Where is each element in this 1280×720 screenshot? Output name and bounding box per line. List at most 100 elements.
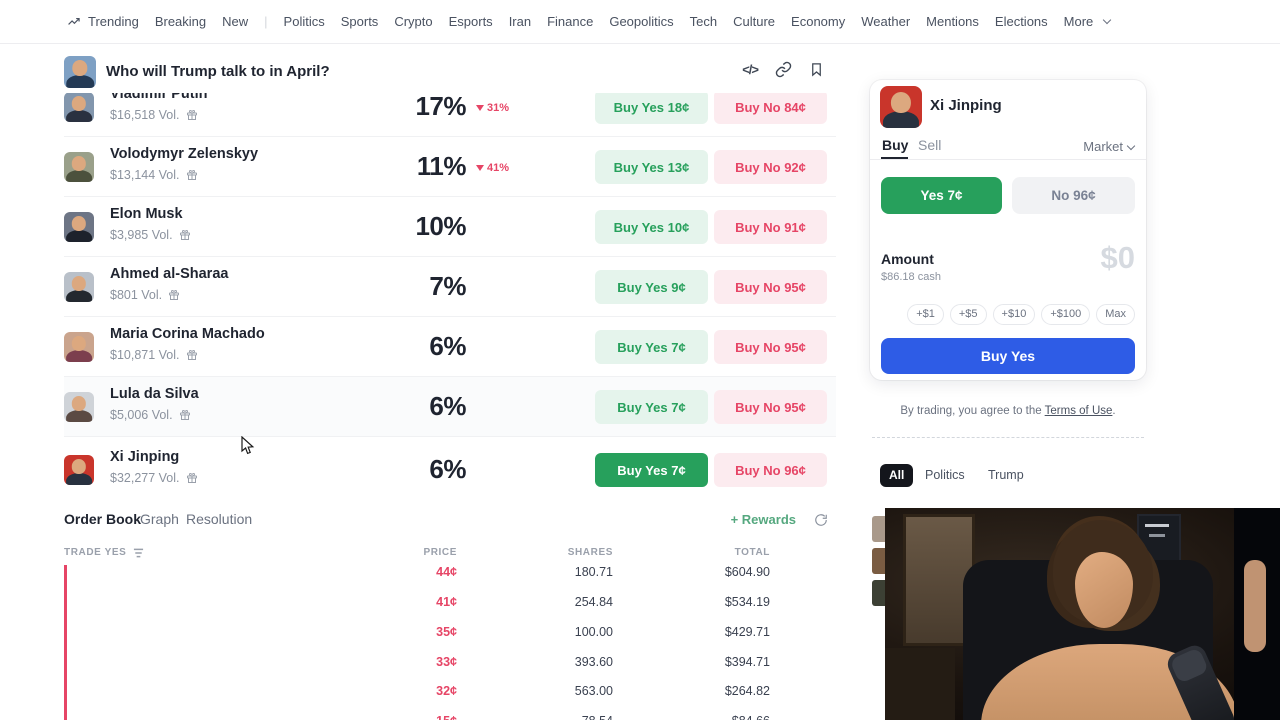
buy-yes-button[interactable]: Buy Yes 18¢: [595, 90, 708, 124]
outcome-volume: $3,985 Vol.: [110, 228, 191, 242]
gift-icon: [179, 229, 190, 240]
nav-item-culture[interactable]: Culture: [733, 14, 776, 29]
tab-sell[interactable]: Sell: [918, 137, 942, 153]
outcome-probability: 6%: [429, 331, 466, 361]
bookmark-icon[interactable]: [809, 61, 824, 78]
top-navigation: Trending Breaking New | Politics Sports …: [0, 0, 1280, 44]
outcome-row-lula[interactable]: Lula da Silva $5,006 Vol. 6% Buy Yes 7¢ …: [64, 377, 836, 437]
nav-item-weather[interactable]: Weather: [861, 14, 911, 29]
add-100-button[interactable]: +$100: [1041, 304, 1091, 325]
nav-item-tech[interactable]: Tech: [689, 14, 718, 29]
buy-no-button[interactable]: Buy No 96¢: [714, 453, 827, 487]
buy-yes-cta-button[interactable]: Buy Yes: [881, 338, 1135, 374]
amount-input[interactable]: $0: [1100, 240, 1135, 275]
link-icon[interactable]: [775, 61, 792, 78]
orderbook-row[interactable]: 33¢ 393.60 $394.71: [436, 655, 770, 669]
buy-yes-button[interactable]: Buy Yes 10¢: [595, 210, 708, 244]
outcome-volume: $32,277 Vol.: [110, 471, 198, 485]
outcome-avatar: [64, 212, 94, 242]
nav-item-finance[interactable]: Finance: [547, 14, 594, 29]
buy-no-button[interactable]: Buy No 95¢: [714, 390, 827, 424]
outcome-row-musk[interactable]: Elon Musk $3,985 Vol. 10% Buy Yes 10¢ Bu…: [64, 197, 836, 257]
nav-item-trending[interactable]: Trending: [68, 14, 139, 29]
outcome-name: Lula da Silva: [110, 386, 199, 402]
nav-item-esports[interactable]: Esports: [448, 14, 493, 29]
filter-icon[interactable]: [133, 548, 144, 558]
buy-no-button[interactable]: Buy No 95¢: [714, 270, 827, 304]
orderbook-row[interactable]: 32¢ 563.00 $264.82: [436, 684, 770, 698]
probability-change: 31%: [476, 102, 509, 114]
outcome-name: Ahmed al-Sharaa: [110, 266, 229, 282]
down-arrow-icon: [476, 105, 484, 111]
orderbook-row[interactable]: 44¢ 180.71 $604.90: [436, 565, 770, 579]
market-order-dropdown[interactable]: Market: [1083, 139, 1136, 154]
cash-balance: $86.18 cash: [881, 271, 941, 283]
nav-item-mentions[interactable]: Mentions: [926, 14, 979, 29]
outcome-avatar: [64, 332, 94, 362]
filter-tag-all[interactable]: All: [880, 464, 914, 487]
filter-tag-politics[interactable]: Politics: [925, 468, 965, 482]
nav-item-politics[interactable]: Politics: [283, 14, 325, 29]
buy-no-button[interactable]: Buy No 95¢: [714, 330, 827, 364]
gift-icon: [186, 109, 197, 120]
embed-icon[interactable]: </>: [742, 62, 759, 77]
chevron-down-icon: [1103, 15, 1112, 24]
market-title: Who will Trump talk to in April?: [106, 63, 330, 80]
buy-no-button[interactable]: Buy No 92¢: [714, 150, 827, 184]
nav-item-new[interactable]: New: [222, 14, 249, 29]
buy-yes-button[interactable]: Buy Yes 13¢: [595, 150, 708, 184]
max-button[interactable]: Max: [1096, 304, 1135, 325]
webcam-video[interactable]: [885, 508, 1280, 720]
outcome-probability: 7%: [429, 271, 466, 301]
outcome-avatar: [64, 92, 94, 122]
tab-resolution[interactable]: Resolution: [186, 511, 253, 527]
buy-no-button[interactable]: Buy No 91¢: [714, 210, 827, 244]
tabs-divider: [870, 159, 1146, 160]
yes-price-button[interactable]: Yes 7¢: [881, 177, 1002, 214]
trade-panel-title: Xi Jinping: [930, 97, 1002, 114]
buy-yes-button[interactable]: Buy Yes 7¢: [595, 390, 708, 424]
nav-item-crypto[interactable]: Crypto: [394, 14, 433, 29]
filter-tag-trump[interactable]: Trump: [988, 468, 1024, 482]
market-header: Who will Trump talk to in April? </>: [64, 50, 836, 93]
tab-graph[interactable]: Graph: [140, 511, 179, 527]
streamer-face: [1075, 552, 1133, 628]
add-5-button[interactable]: +$5: [949, 304, 987, 325]
nav-more-dropdown[interactable]: More: [1064, 14, 1112, 29]
nav-item-elections[interactable]: Elections: [994, 14, 1048, 29]
outcome-row-xi[interactable]: Xi Jinping $32,277 Vol. 6% Buy Yes 7¢ Bu…: [64, 440, 836, 500]
orderbook-row[interactable]: 15¢78.54$84.66: [64, 707, 836, 720]
refresh-icon[interactable]: [814, 513, 828, 527]
orderbook-body: 44¢ 180.71 $604.90 41¢ 254.84 $534.19 35¢ 100…: [64, 565, 836, 720]
nav-item-economy[interactable]: Economy: [791, 14, 846, 29]
nav-item-geopolitics[interactable]: Geopolitics: [609, 14, 674, 29]
buy-yes-button-selected[interactable]: Buy Yes 7¢: [595, 453, 708, 487]
nav-item-breaking[interactable]: Breaking: [154, 14, 207, 29]
tab-order-book[interactable]: Order Book: [64, 511, 142, 527]
outcome-row-sharaa[interactable]: Ahmed al-Sharaa $801 Vol. 7% Buy Yes 9¢ …: [64, 257, 836, 317]
terms-of-use-link[interactable]: Terms of Use: [1044, 405, 1113, 417]
no-price-button[interactable]: No 96¢: [1012, 177, 1135, 214]
buy-yes-button[interactable]: Buy Yes 7¢: [595, 330, 708, 364]
buy-yes-button[interactable]: Buy Yes 9¢: [595, 270, 708, 304]
trade-yes-header: TRADE YES: [64, 547, 127, 558]
down-arrow-icon: [476, 165, 484, 171]
mouse-cursor: [241, 436, 255, 455]
buy-no-button[interactable]: Buy No 84¢: [714, 90, 827, 124]
orderbook-row[interactable]: 35¢ 100.00 $429.71: [436, 625, 770, 639]
outcome-row-machado[interactable]: Maria Corina Machado $10,871 Vol. 6% Buy…: [64, 317, 836, 377]
add-10-button[interactable]: +$10: [992, 304, 1036, 325]
rewards-link[interactable]: + Rewards: [730, 512, 796, 527]
nav-item-sports[interactable]: Sports: [340, 14, 379, 29]
outcome-volume: $10,871 Vol.: [110, 348, 198, 362]
tab-buy[interactable]: Buy: [882, 137, 909, 153]
outcome-probability: 17%: [415, 91, 466, 121]
nav-item-iran[interactable]: Iran: [508, 14, 532, 29]
orderbook-header: TRADE YES PRICE SHARES TOTAL: [64, 547, 836, 561]
price-header: PRICE: [423, 547, 457, 558]
outcome-volume: $801 Vol.: [110, 288, 180, 302]
chevron-down-icon: [1126, 141, 1136, 151]
outcome-row-zelenskyy[interactable]: Volodymyr Zelenskyy $13,144 Vol. 11% 41%…: [64, 137, 836, 197]
add-1-button[interactable]: +$1: [907, 304, 944, 325]
orderbook-row[interactable]: 41¢ 254.84 $534.19: [436, 595, 770, 609]
